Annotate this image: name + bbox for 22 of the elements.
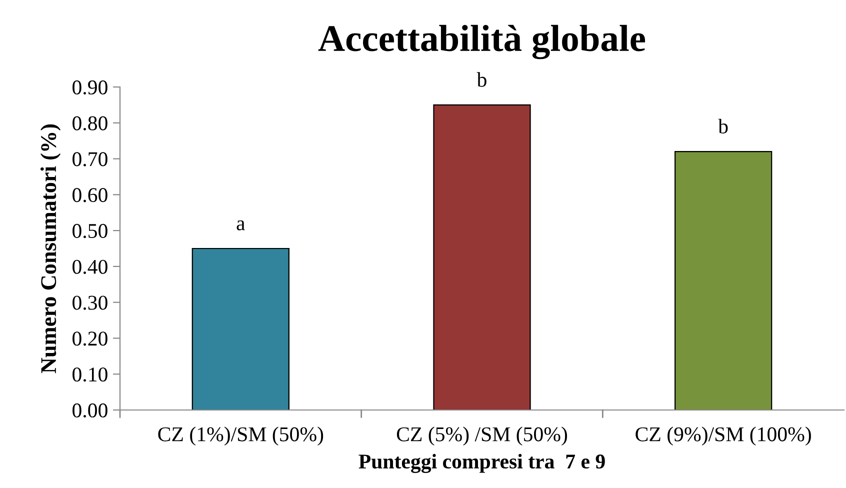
- y-tick-label: 0.30: [72, 296, 108, 310]
- y-tick-label: 0.00: [72, 403, 108, 418]
- x-tick-label: CZ (1%)/SM (50%): [158, 426, 324, 446]
- annotation: b: [476, 72, 486, 87]
- y-axis-title: Numero Consumatori (%): [40, 124, 61, 374]
- x-axis-title: Punteggi compresi tra 7 e 9: [358, 454, 605, 473]
- x-tick-label: CZ (5%) /SM (50%): [396, 426, 568, 446]
- bar: [674, 151, 772, 410]
- annotation: a: [236, 220, 246, 230]
- bar: [192, 248, 290, 410]
- x-tick-label: CZ (9%)/SM (100%): [636, 426, 811, 446]
- y-tick-label: 0.40: [72, 260, 108, 274]
- y-tick-label: 0.80: [72, 116, 108, 130]
- chart-title: Accettabilità globale: [318, 24, 646, 60]
- annotation: b: [718, 118, 728, 134]
- y-tick-label: 0.60: [72, 188, 108, 202]
- bar: [433, 104, 531, 410]
- y-tick-label: 0.50: [72, 224, 108, 238]
- y-tick-label: 0.70: [72, 152, 108, 166]
- y-tick-label: 0.20: [72, 332, 108, 346]
- y-tick-label: 0.90: [72, 80, 108, 95]
- y-tick-label: 0.10: [72, 367, 108, 382]
